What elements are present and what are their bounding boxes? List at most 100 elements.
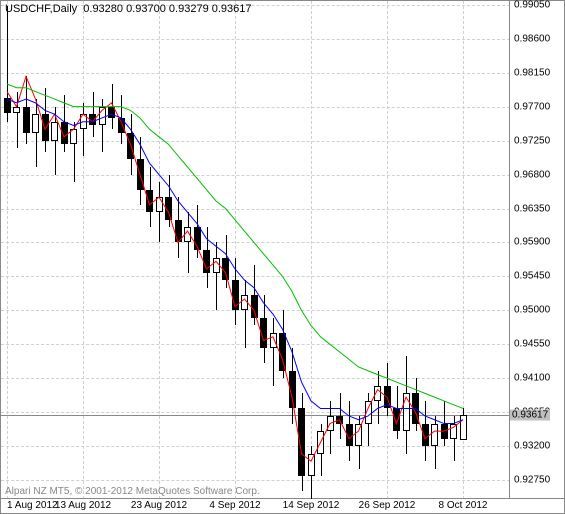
candle-body: [32, 114, 39, 133]
y-tick-label: 0.94100: [514, 373, 550, 384]
chart-header: USDCHF,Daily 0.93280 0.93700 0.93279 0.9…: [5, 3, 252, 15]
gridline-h: [1, 480, 510, 481]
gridline-h: [1, 73, 510, 74]
candle-body: [51, 122, 58, 141]
candle-body: [384, 386, 391, 409]
candle-body: [289, 371, 296, 409]
candle-body: [13, 107, 20, 113]
gridline-h: [1, 175, 510, 176]
candle-body: [23, 107, 30, 133]
y-tick-label: 0.93200: [514, 441, 550, 452]
candle-body: [61, 122, 68, 145]
x-tick-label: 8 Oct 2012: [439, 500, 488, 511]
y-axis: 0.990500.986000.981500.977000.972500.968…: [510, 1, 564, 499]
candle-body: [317, 431, 324, 454]
candle-body: [137, 159, 144, 189]
gridline-v: [387, 1, 388, 499]
gridline-h: [1, 344, 510, 345]
candle-body: [279, 333, 286, 371]
candle-body: [4, 98, 11, 113]
candle-wick: [159, 182, 160, 242]
candle-body: [298, 408, 305, 476]
forex-chart[interactable]: USDCHF,Daily 0.93280 0.93700 0.93279 0.9…: [0, 0, 565, 514]
candle-body: [450, 424, 457, 439]
low-label: 0.93279: [169, 3, 209, 15]
current-price-tag: 0.93617: [510, 409, 550, 420]
candle-body: [241, 295, 248, 310]
candle-body: [232, 280, 239, 310]
y-tick-label: 0.92750: [514, 475, 550, 486]
candle-body: [403, 393, 410, 431]
candle-body: [460, 415, 467, 440]
candle-body: [412, 393, 419, 423]
candle-wick: [216, 242, 217, 310]
x-tick-label: 14 Sep 2012: [283, 500, 340, 511]
candle-body: [422, 424, 429, 447]
candle-body: [270, 333, 277, 348]
y-tick-label: 0.95000: [514, 305, 550, 316]
candle-wick: [17, 92, 18, 149]
gridline-v: [83, 1, 84, 499]
open-label: 0.93280: [83, 3, 123, 15]
y-tick-label: 0.97700: [514, 101, 550, 112]
y-tick-label: 0.95450: [514, 271, 550, 282]
candle-body: [146, 190, 153, 213]
candle-body: [431, 424, 438, 447]
y-tick-label: 0.98600: [514, 33, 550, 44]
candle-body: [80, 114, 87, 129]
x-tick-label: 26 Sep 2012: [359, 500, 416, 511]
candle-body: [393, 408, 400, 431]
axis-separator-h: [1, 498, 564, 499]
candle-body: [165, 197, 172, 220]
gridline-h: [1, 378, 510, 379]
candle-wick: [55, 107, 56, 175]
gridline-h: [1, 412, 510, 413]
y-tick-label: 0.95900: [514, 237, 550, 248]
candle-body: [222, 258, 229, 281]
axis-separator-v: [509, 1, 510, 499]
gridline-h: [1, 39, 510, 40]
y-tick-label: 0.97250: [514, 135, 550, 146]
candle-body: [89, 114, 96, 125]
y-tick-label: 0.98150: [514, 67, 550, 78]
x-tick-label: 23 Aug 2012: [131, 500, 187, 511]
candle-body: [184, 227, 191, 242]
candle-body: [118, 118, 125, 133]
candle-wick: [188, 212, 189, 272]
candle-body: [156, 197, 163, 212]
plot-area[interactable]: [1, 1, 510, 499]
candle-body: [175, 220, 182, 243]
copyright-label: Alpari NZ MT5, © 2001-2012 MetaQuotes So…: [5, 486, 260, 497]
candle-body: [70, 129, 77, 144]
timeframe-label: Daily: [53, 3, 77, 15]
candle-body: [355, 424, 362, 447]
candle-body: [99, 107, 106, 126]
candle-body: [327, 416, 334, 431]
candle-body: [194, 227, 201, 250]
gridline-v: [235, 1, 236, 499]
candle-body: [42, 114, 49, 140]
gridline-h: [1, 141, 510, 142]
high-label: 0.93700: [126, 3, 166, 15]
candle-body: [251, 295, 258, 318]
gridline-h: [1, 209, 510, 210]
candle-wick: [273, 318, 274, 386]
x-tick-label: 1 Aug 2012: [7, 500, 58, 511]
x-tick-label: 13 Aug 2012: [55, 500, 111, 511]
candle-body: [365, 401, 372, 424]
candle-body: [108, 107, 115, 118]
gridline-h: [1, 242, 510, 243]
candle-wick: [83, 103, 84, 156]
gridline-h: [1, 276, 510, 277]
y-tick-label: 0.96350: [514, 203, 550, 214]
candle-body: [374, 386, 381, 401]
candle-body: [203, 250, 210, 273]
x-tick-label: 4 Sep 2012: [209, 500, 260, 511]
candle-wick: [245, 280, 246, 348]
candle-body: [260, 318, 267, 348]
candle-body: [441, 424, 448, 439]
symbol-label: USDCHF: [5, 3, 50, 15]
candle-body: [346, 424, 353, 447]
y-tick-label: 0.94550: [514, 339, 550, 350]
y-tick-label: 0.96800: [514, 169, 550, 180]
